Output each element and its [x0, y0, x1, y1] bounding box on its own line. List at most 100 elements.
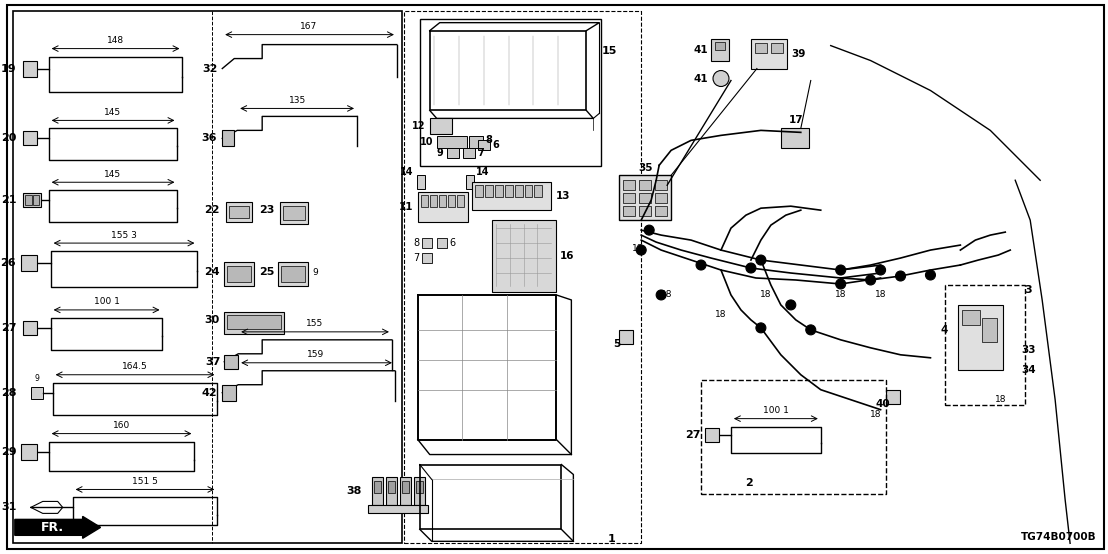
Bar [386, 478, 397, 505]
Text: 155 3: 155 3 [111, 230, 136, 240]
Circle shape [656, 290, 666, 300]
Circle shape [696, 260, 706, 270]
Bar [31, 387, 43, 399]
Text: 145: 145 [104, 108, 121, 117]
Text: 9: 9 [34, 375, 39, 383]
Bar [281, 266, 305, 282]
Bar [224, 355, 238, 369]
Bar [514, 185, 523, 197]
Text: 36: 36 [202, 134, 217, 143]
Text: 37: 37 [205, 357, 220, 367]
Circle shape [865, 275, 875, 285]
Bar [705, 428, 719, 442]
Bar [284, 206, 305, 220]
Bar [711, 39, 729, 60]
Bar [623, 193, 635, 203]
Bar [400, 478, 411, 505]
Text: 18: 18 [870, 410, 881, 419]
Bar [224, 262, 254, 286]
Bar [465, 175, 473, 189]
Text: 14: 14 [475, 167, 489, 177]
Bar [417, 175, 424, 189]
Text: 8: 8 [413, 238, 420, 248]
Bar [421, 195, 428, 207]
Text: 18: 18 [875, 290, 886, 300]
Bar [278, 262, 308, 286]
Bar [23, 321, 37, 335]
Text: 22: 22 [204, 205, 219, 215]
Text: 42: 42 [202, 388, 217, 398]
Text: 100 1: 100 1 [94, 297, 120, 306]
Text: 29: 29 [1, 447, 17, 456]
Bar [484, 185, 493, 197]
Text: 5: 5 [614, 339, 620, 349]
Bar [437, 136, 466, 148]
Text: 145: 145 [104, 170, 121, 179]
Text: 38: 38 [347, 486, 362, 496]
Bar [639, 193, 652, 203]
Bar [418, 192, 468, 222]
Bar [983, 318, 997, 342]
Text: 40: 40 [875, 399, 890, 409]
Text: 7: 7 [413, 253, 420, 263]
Text: 12: 12 [412, 121, 425, 131]
Text: 9: 9 [437, 148, 443, 158]
Bar [945, 285, 1025, 404]
Bar [639, 180, 652, 190]
Circle shape [746, 263, 756, 273]
Bar [639, 206, 652, 216]
Bar [224, 312, 284, 334]
Text: 30: 30 [204, 315, 219, 325]
Bar [402, 481, 409, 494]
Text: 18: 18 [835, 290, 847, 300]
Circle shape [895, 271, 905, 281]
Text: 11: 11 [399, 202, 413, 212]
Text: 4: 4 [941, 325, 948, 335]
Bar [223, 384, 236, 401]
Text: 20: 20 [1, 134, 17, 143]
Bar [771, 43, 783, 53]
Bar [524, 185, 533, 197]
Bar [430, 195, 437, 207]
Circle shape [636, 245, 646, 255]
Circle shape [756, 323, 766, 333]
Bar [456, 195, 463, 207]
Bar [23, 193, 41, 207]
Circle shape [835, 265, 845, 275]
Bar [23, 60, 37, 76]
Bar [504, 185, 513, 197]
Bar [388, 481, 394, 494]
Bar [21, 255, 37, 271]
Bar [963, 310, 981, 325]
Text: TG74B0700B: TG74B0700B [1020, 532, 1096, 542]
Bar [280, 202, 308, 224]
Text: 41: 41 [694, 44, 708, 55]
Text: 15: 15 [602, 45, 617, 55]
Text: 14: 14 [400, 167, 413, 177]
Bar [24, 195, 32, 205]
Bar [494, 185, 503, 197]
Bar [416, 481, 423, 494]
Text: 18: 18 [716, 310, 727, 320]
Circle shape [756, 255, 766, 265]
Text: 26: 26 [0, 258, 16, 268]
Bar [33, 195, 39, 205]
Bar [422, 238, 432, 248]
Text: 159: 159 [307, 350, 325, 360]
Text: 28: 28 [1, 388, 17, 398]
Circle shape [786, 300, 796, 310]
Text: 148: 148 [107, 36, 124, 45]
Bar [227, 266, 252, 282]
Text: 41: 41 [694, 74, 708, 84]
Bar [619, 330, 634, 344]
Bar [781, 129, 809, 148]
Text: 167: 167 [300, 22, 318, 31]
Circle shape [835, 279, 845, 289]
Text: 6: 6 [450, 238, 455, 248]
Bar [226, 202, 253, 222]
Text: 16: 16 [560, 251, 574, 261]
Bar [701, 379, 885, 494]
Bar [534, 185, 543, 197]
Text: 3: 3 [1025, 285, 1032, 295]
Text: 18: 18 [995, 395, 1006, 404]
